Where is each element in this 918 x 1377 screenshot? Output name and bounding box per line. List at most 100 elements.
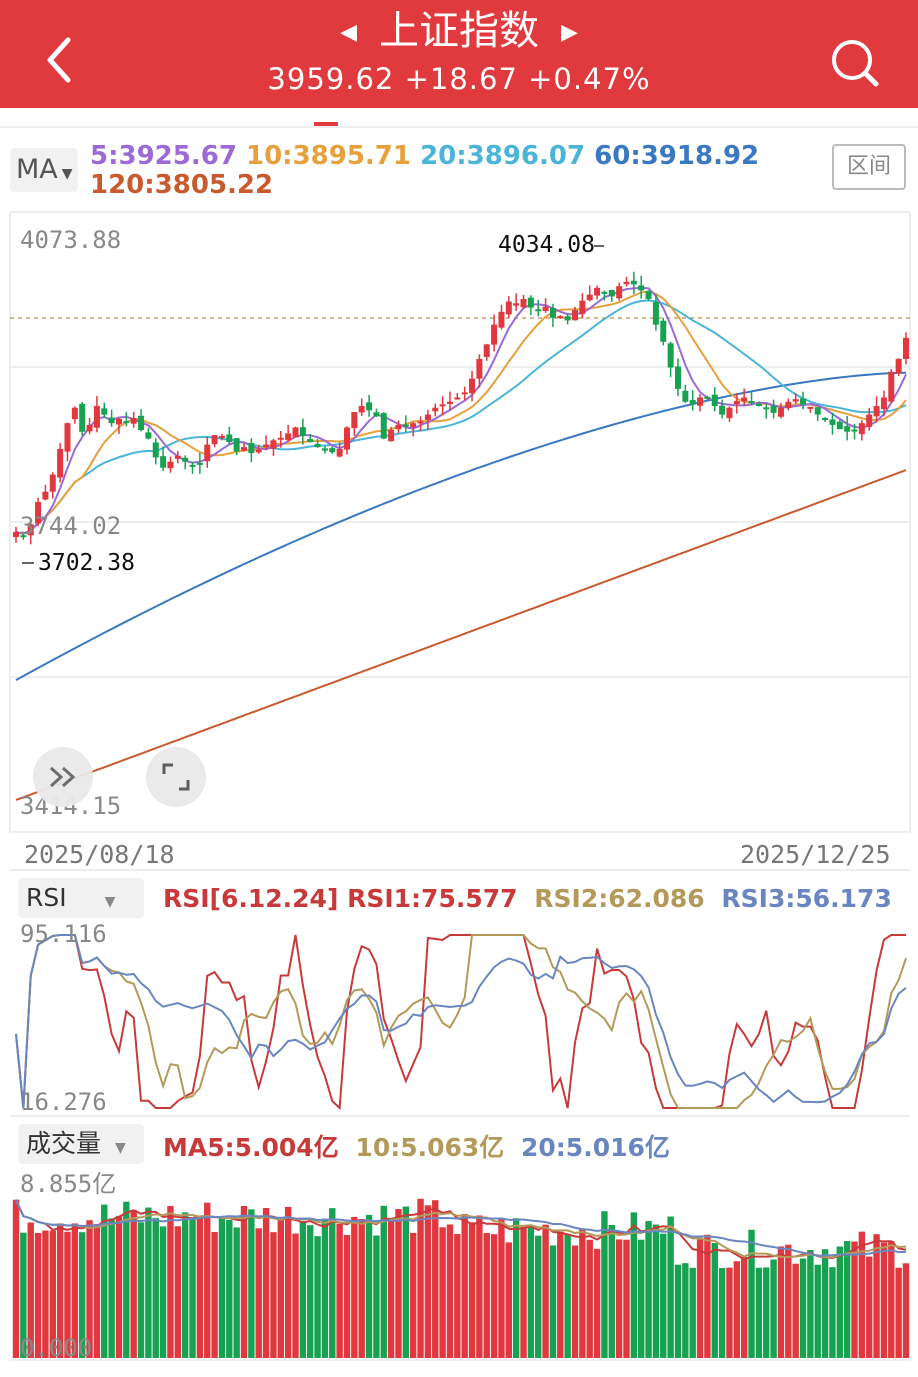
- candle-body: [410, 423, 417, 428]
- volume-ma-lines: [15, 1199, 907, 1261]
- candle: [476, 354, 483, 388]
- candle-body: [204, 444, 211, 462]
- candle: [446, 391, 453, 411]
- candle-body: [858, 423, 865, 435]
- candle-body: [299, 427, 306, 437]
- candle: [704, 395, 711, 402]
- caret-down-icon: ▼: [104, 894, 116, 910]
- back-button[interactable]: [38, 30, 86, 90]
- ma-select-label: MA: [16, 154, 58, 185]
- candle: [498, 304, 505, 330]
- candle-body: [498, 311, 505, 328]
- candle: [549, 303, 556, 328]
- candle-body: [763, 407, 770, 410]
- volume-bar: [365, 1214, 373, 1358]
- indicator-select-ma[interactable]: MA ▼: [10, 148, 78, 192]
- ma20-value: 20:3896.07: [420, 141, 586, 171]
- candle-body: [13, 531, 19, 538]
- candle: [432, 403, 439, 417]
- candle: [417, 416, 424, 432]
- volume-bar: [821, 1249, 829, 1358]
- volume-bar: [248, 1209, 255, 1358]
- candle: [71, 406, 78, 424]
- candle: [873, 396, 880, 423]
- candle-body: [424, 414, 431, 420]
- candle-body: [608, 289, 615, 297]
- candle: [395, 420, 402, 434]
- candle: [895, 358, 902, 376]
- volume-bar: [748, 1229, 755, 1358]
- range-button[interactable]: 区间: [832, 144, 906, 190]
- expand-button[interactable]: [33, 747, 93, 807]
- candle: [49, 472, 56, 499]
- volume-bar: [615, 1239, 623, 1358]
- volume-bar: [704, 1234, 711, 1358]
- candle-body: [152, 442, 159, 458]
- candle-body: [535, 309, 542, 312]
- candle-body: [660, 320, 667, 342]
- candle: [241, 442, 248, 452]
- volume-bar: [689, 1267, 696, 1358]
- candle: [329, 446, 336, 454]
- candle-body: [476, 358, 483, 379]
- volume-bar: [601, 1211, 608, 1358]
- volume-bar: [696, 1239, 704, 1358]
- candle: [903, 332, 909, 365]
- volume-bar: [571, 1245, 579, 1358]
- candle-body: [321, 448, 328, 451]
- candle-body: [366, 402, 373, 411]
- candle: [608, 289, 615, 302]
- candle-body: [667, 343, 674, 368]
- candle-body: [888, 371, 895, 402]
- volume-bar: [284, 1206, 292, 1358]
- volume-bar: [476, 1215, 483, 1358]
- candle: [726, 406, 733, 423]
- ma60-line-path: [15, 371, 907, 681]
- candle-body: [505, 301, 512, 315]
- candle: [13, 526, 19, 543]
- candle: [358, 398, 365, 416]
- candle-body: [579, 300, 586, 314]
- candle: [270, 438, 277, 456]
- candle: [174, 451, 181, 464]
- rsi-min-label: 16.276: [20, 1088, 107, 1116]
- volume-bars: [12, 1198, 910, 1358]
- ma10-value: 10:3895.71: [245, 141, 411, 171]
- candle: [777, 402, 784, 419]
- candle: [145, 427, 152, 440]
- candle-body: [483, 344, 490, 358]
- search-button[interactable]: [826, 34, 882, 90]
- volume-bar: [307, 1225, 314, 1358]
- candle: [755, 401, 762, 407]
- volume-bar: [527, 1226, 535, 1358]
- volume-bar: [682, 1263, 689, 1358]
- candle-body: [71, 407, 78, 420]
- triangle-right-icon[interactable]: ▶: [561, 20, 578, 45]
- indicator-select-volume[interactable]: 成交量 ▼: [18, 1124, 144, 1164]
- rsi-max-label: 95.116: [20, 920, 107, 948]
- volume-bar: [645, 1221, 652, 1358]
- indicator-select-rsi[interactable]: RSI ▼: [18, 878, 144, 918]
- volume-bar: [490, 1234, 498, 1358]
- candle-body: [255, 449, 262, 453]
- volume-bar: [34, 1232, 42, 1358]
- candle-body: [682, 390, 689, 402]
- candle-body: [807, 406, 814, 409]
- candle-body: [196, 462, 203, 465]
- volume-bar: [71, 1223, 79, 1358]
- candle-body: [792, 399, 799, 402]
- fullscreen-button[interactable]: [146, 747, 206, 807]
- volume-bar: [895, 1267, 902, 1358]
- rsi-params: RSI[6.12.24]: [163, 884, 339, 913]
- volume-bar: [851, 1241, 858, 1358]
- volume-bar: [255, 1228, 262, 1358]
- candle: [314, 438, 321, 448]
- volume-bar: [145, 1207, 152, 1358]
- candle-body: [601, 291, 608, 294]
- candle-body: [27, 524, 34, 536]
- candle: [388, 426, 395, 442]
- triangle-left-icon[interactable]: ◀: [340, 20, 357, 45]
- candle: [623, 276, 630, 287]
- volume-bar: [711, 1243, 718, 1358]
